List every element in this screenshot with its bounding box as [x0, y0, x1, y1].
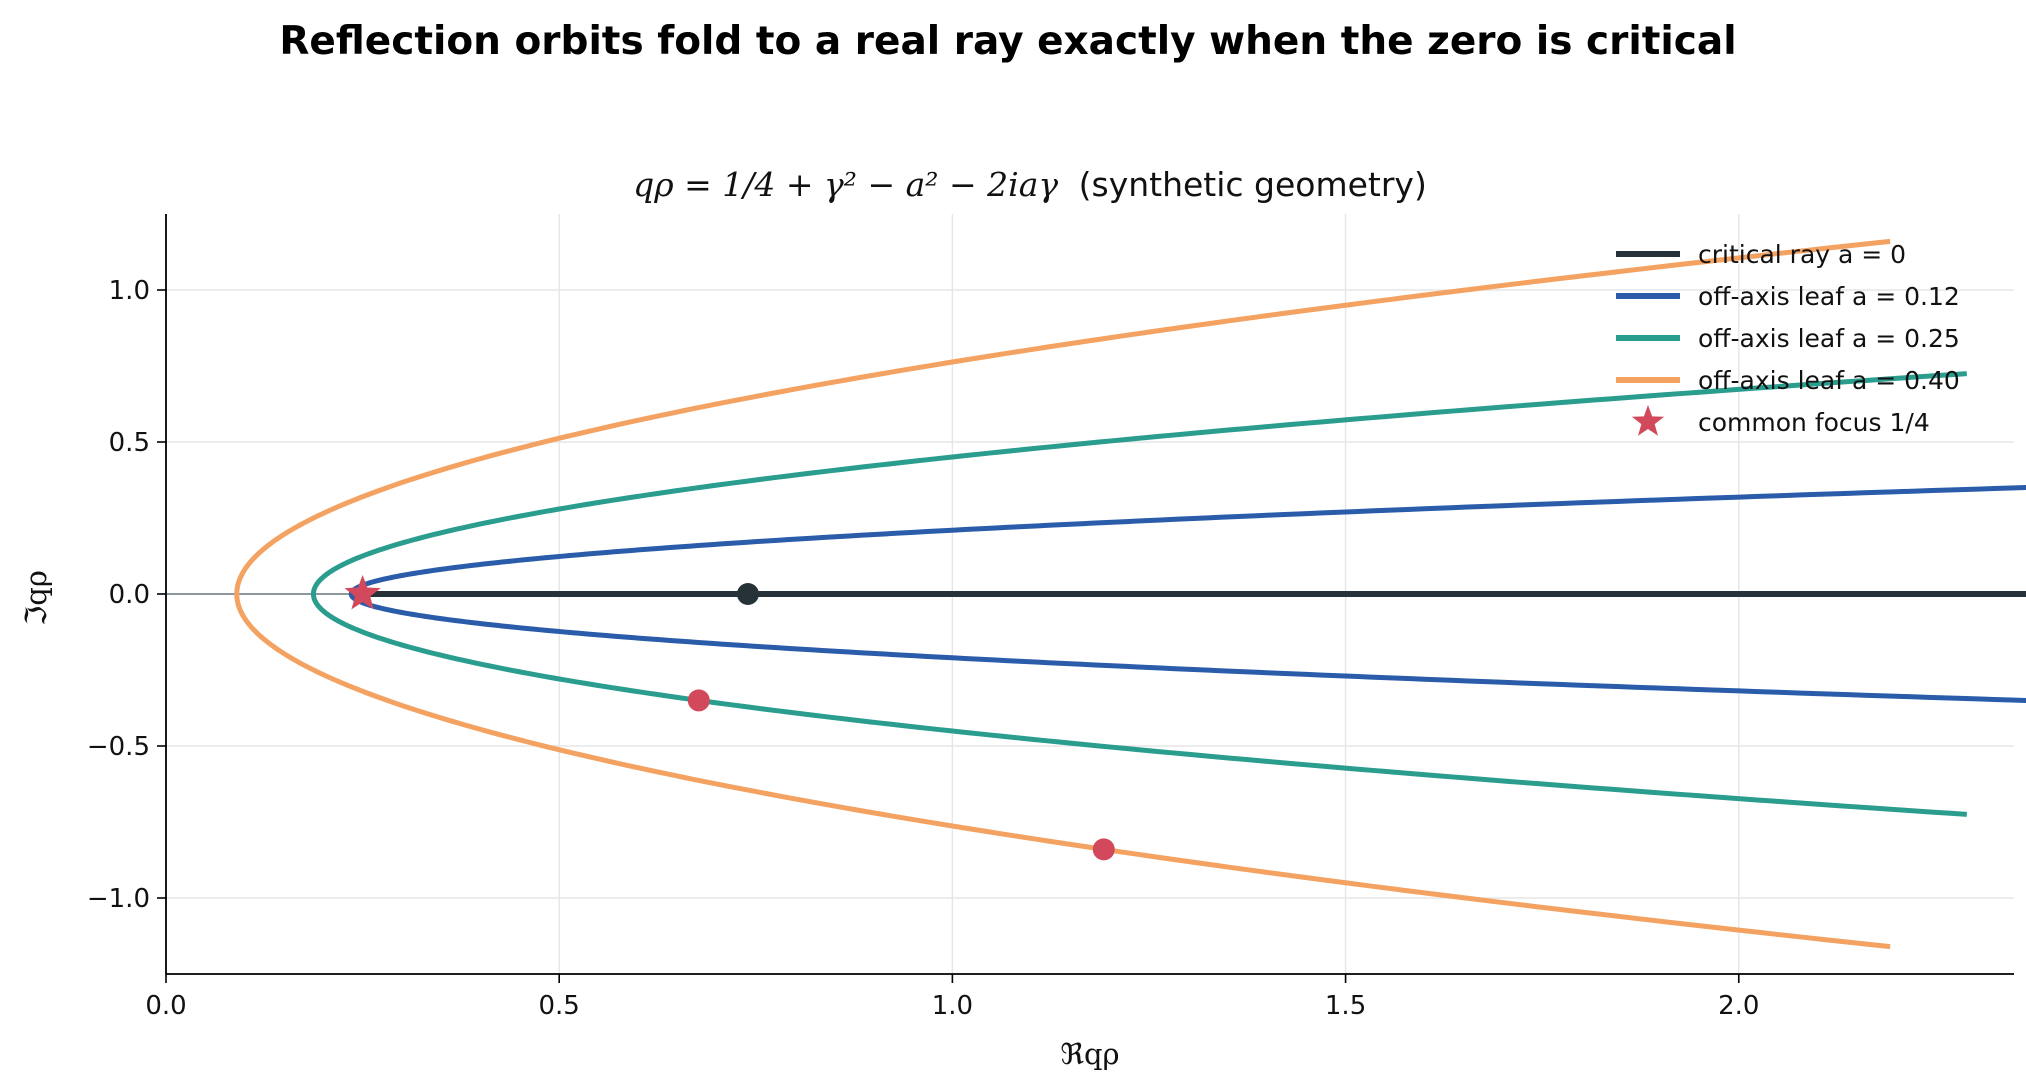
series-line-2	[310, 371, 1967, 817]
axes-title-math: qρ = 1/4 + γ² − a² − 2iaγ	[633, 165, 1058, 204]
marker-layer	[344, 575, 1115, 861]
legend-swatch-4	[1631, 405, 1665, 436]
series-layer	[234, 238, 2026, 950]
x-tick-label-1: 0.5	[539, 991, 580, 1021]
series-marker-2	[687, 689, 710, 712]
legend-label-2: off-axis leaf a = 0.25	[1698, 324, 1960, 353]
x-tick-label-4: 2.0	[1718, 991, 1759, 1021]
y-tick-label-0: −1.0	[87, 884, 150, 914]
x-axis-label: ℜqρ	[1060, 1037, 1119, 1071]
axes-title: qρ = 1/4 + γ² − a² − 2iaγ (synthetic geo…	[633, 165, 1427, 204]
legend-label-1: off-axis leaf a = 0.12	[1698, 282, 1960, 311]
axes-title-suffix: (synthetic geometry)	[1079, 165, 1427, 204]
y-tick-label-4: 1.0	[109, 276, 150, 306]
series-line-1	[348, 485, 2026, 703]
series-marker-3	[1092, 838, 1115, 861]
series-line-3	[234, 238, 1891, 950]
focus-star-marker	[344, 575, 381, 610]
y-ticks: −1.0 −0.5 0.0 0.5 1.0	[87, 276, 166, 914]
legend-label-4: common focus 1/4	[1698, 408, 1930, 437]
figure-suptitle: Reflection orbits fold to a real ray exa…	[279, 19, 1736, 64]
y-tick-label-1: −0.5	[87, 732, 150, 762]
legend-label-0: critical ray a = 0	[1698, 240, 1906, 269]
x-tick-label-3: 1.5	[1325, 991, 1366, 1021]
series-marker-0	[736, 583, 759, 605]
y-axis-label: ℑqρ	[19, 570, 53, 626]
y-tick-label-2: 0.0	[109, 580, 150, 610]
legend-label-3: off-axis leaf a = 0.40	[1698, 366, 1960, 395]
x-tick-label-0: 0.0	[145, 991, 186, 1021]
legend: critical ray a = 0 off-axis leaf a = 0.12…	[1616, 240, 1960, 437]
x-tick-label-2: 1.0	[932, 991, 973, 1021]
x-ticks: 0.0 0.5 1.0 1.5 2.0	[145, 974, 1759, 1021]
y-tick-label-3: 0.5	[109, 428, 150, 458]
